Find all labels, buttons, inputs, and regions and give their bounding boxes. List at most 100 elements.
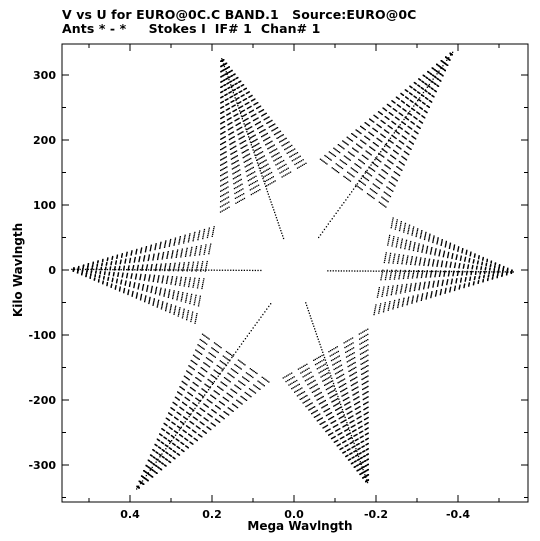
uv-point: [381, 134, 383, 136]
uv-point: [115, 260, 117, 262]
uv-point: [310, 371, 312, 373]
uv-point: [95, 270, 97, 272]
uv-point: [414, 242, 416, 244]
uv-point: [189, 302, 191, 305]
uv-point: [232, 92, 234, 94]
uv-point: [168, 268, 170, 270]
uv-point: [363, 357, 365, 359]
uv-point: [370, 175, 373, 177]
uv-point: [208, 229, 210, 231]
uv-point: [347, 365, 349, 368]
uv-point: [155, 290, 157, 292]
uv-point: [148, 279, 150, 281]
uv-point: [316, 399, 318, 401]
uv-point: [269, 198, 271, 201]
uv-point: [445, 264, 447, 266]
uv-point: [449, 287, 452, 289]
uv-point: [166, 256, 168, 258]
uv-point: [396, 242, 398, 244]
uv-point: [414, 285, 416, 287]
uv-point: [198, 254, 201, 256]
uv-point: [378, 308, 381, 311]
uv-point: [166, 304, 168, 306]
uv-point: [221, 70, 223, 72]
uv-point: [401, 241, 403, 244]
uv-point: [116, 254, 119, 256]
uv-point: [238, 269, 240, 271]
uv-point: [263, 171, 265, 173]
uv-point: [244, 124, 246, 126]
uv-point: [363, 330, 365, 332]
uv-point: [429, 233, 431, 235]
uv-point: [369, 118, 371, 120]
uv-point: [274, 154, 276, 156]
uv-point: [341, 385, 343, 387]
uv-point: [363, 362, 365, 364]
uv-point: [367, 123, 369, 126]
uv-point: [439, 272, 441, 274]
uv-point: [412, 228, 414, 230]
uv-point: [157, 277, 160, 279]
uv-point: [236, 82, 238, 84]
uv-point: [348, 365, 351, 367]
uv-point: [120, 260, 122, 263]
uv-point: [391, 162, 393, 164]
uv-point: [138, 284, 140, 286]
uv-point: [376, 144, 378, 147]
uv-point: [386, 173, 389, 175]
uv-point: [349, 369, 351, 372]
uv-point: [401, 238, 403, 240]
uv-point: [376, 179, 379, 181]
uv-point: [122, 272, 124, 274]
uv-point: [262, 109, 265, 111]
uv-point: [370, 164, 372, 166]
uv-point: [362, 175, 364, 177]
uv-point: [404, 291, 406, 293]
uv-point: [373, 197, 375, 200]
uv-point: [181, 251, 183, 253]
uv-point: [336, 346, 338, 348]
uv-point: [424, 75, 426, 77]
uv-point: [286, 173, 288, 175]
uv-point: [236, 118, 239, 120]
uv-point: [438, 72, 440, 74]
uv-point: [374, 306, 377, 308]
uv-point: [382, 121, 384, 123]
uv-point: [229, 133, 231, 135]
uv-point: [442, 281, 444, 283]
uv-point: [324, 373, 326, 376]
uv-point: [128, 265, 130, 267]
uv-point: [416, 297, 419, 299]
uv-point: [169, 265, 171, 268]
uv-point: [347, 178, 349, 180]
uv-point: [433, 280, 435, 282]
uv-point: [280, 135, 282, 137]
uv-point: [189, 299, 192, 301]
uv-point: [240, 189, 242, 191]
uv-point: [344, 141, 346, 144]
uv-point: [396, 219, 398, 221]
uv-point: [394, 130, 396, 132]
uv-point: [116, 255, 118, 258]
uv-point: [389, 256, 391, 258]
uv-point: [448, 247, 451, 249]
uv-point: [358, 333, 360, 335]
uv-point: [309, 403, 311, 406]
uv-point: [235, 269, 237, 271]
uv-point: [262, 156, 264, 158]
uv-point: [380, 119, 382, 122]
uv-point: [377, 111, 380, 113]
uv-point: [418, 286, 421, 288]
uv-point: [270, 201, 272, 203]
uv-point: [213, 269, 215, 271]
uv-point: [448, 272, 450, 274]
uv-point: [347, 392, 349, 394]
uv-point: [396, 180, 398, 182]
uv-point: [394, 123, 396, 125]
uv-point: [152, 259, 154, 261]
uv-point: [174, 264, 176, 266]
uv-point: [377, 117, 379, 119]
data-points: [71, 51, 514, 490]
uv-point: [389, 254, 391, 256]
uv-point: [162, 279, 164, 281]
